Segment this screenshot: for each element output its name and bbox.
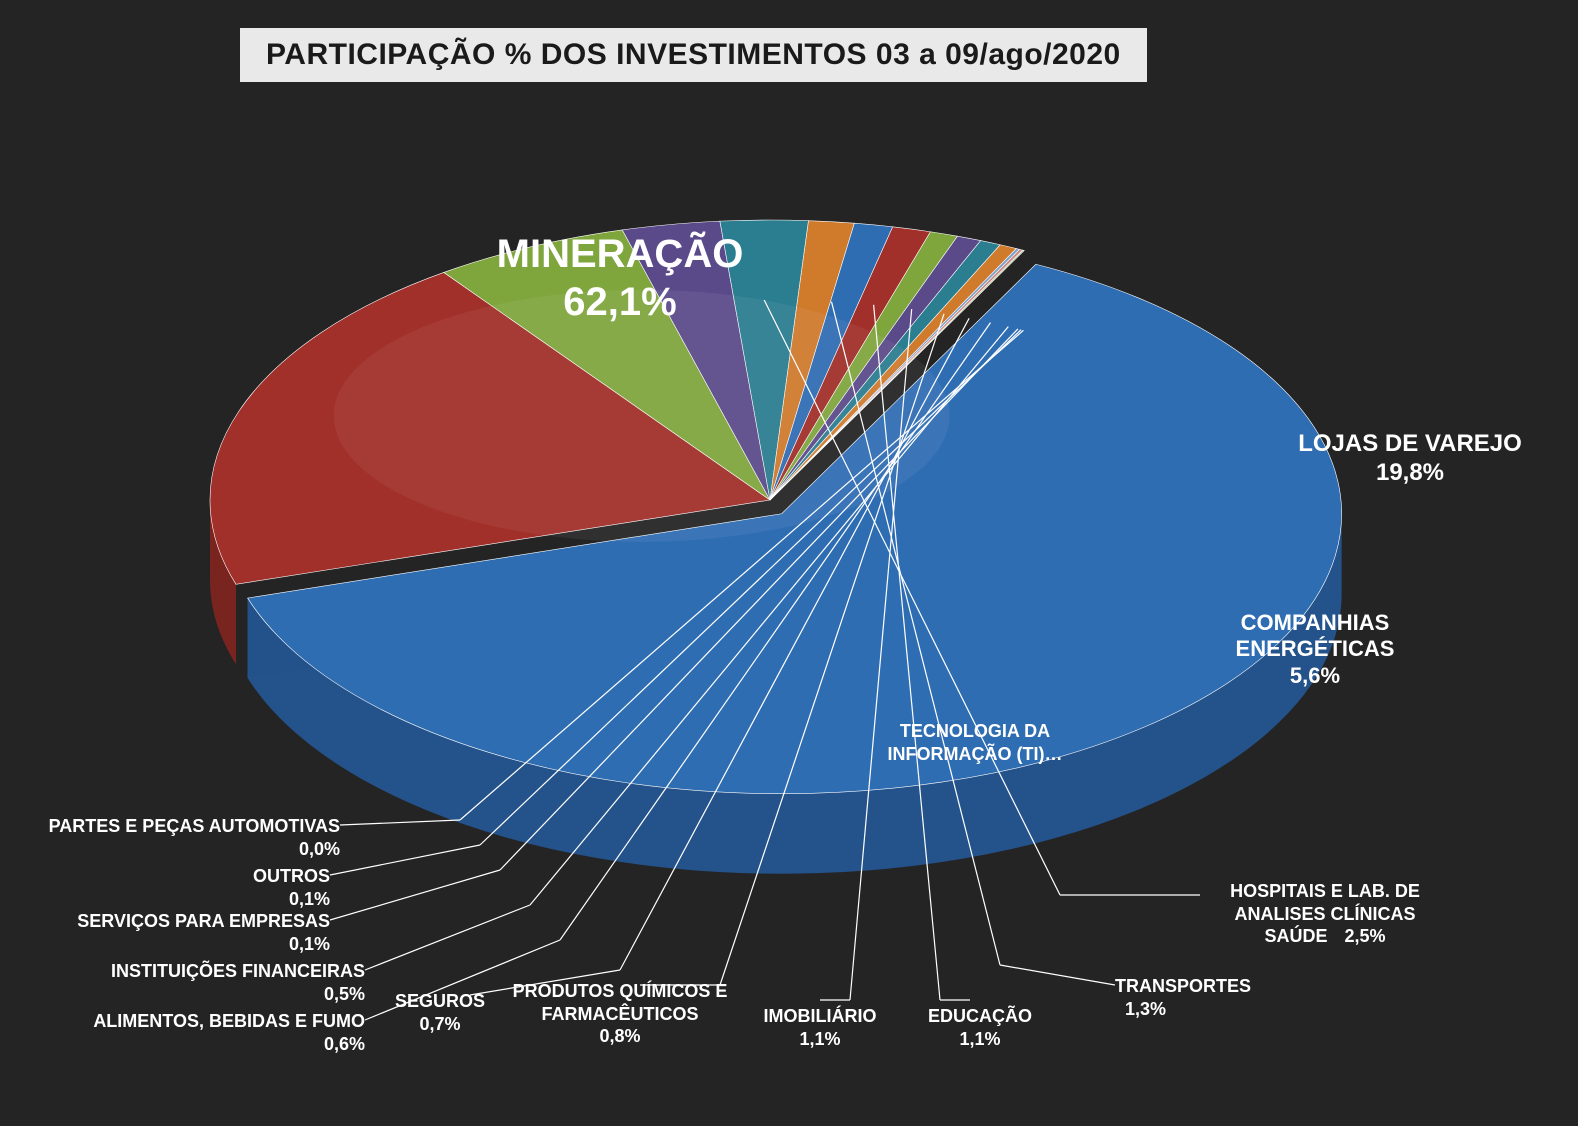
slice-label-lojas: LOJAS DE VAREJO 19,8% <box>1280 430 1540 488</box>
slice-label-text: TRANSPORTES <box>1115 976 1251 996</box>
slice-label-text: IMOBILIÁRIO <box>764 1006 877 1026</box>
slice-label-energeticas: COMPANHIAS ENERGÉTICAS 5,6% <box>1200 610 1430 689</box>
slice-label-seguros: SEGUROS 0,7% <box>380 990 500 1035</box>
slice-label-transportes: TRANSPORTES 1,3% <box>1115 975 1295 1020</box>
slice-label-text: EDUCAÇÃO <box>928 1006 1032 1026</box>
slice-label-text: INFORMAÇÃO (TI)… <box>888 744 1063 764</box>
slice-label-text: MINERAÇÃO <box>497 232 744 276</box>
slice-label-text: LOJAS DE VAREJO <box>1298 430 1522 457</box>
slice-label-hospitais: HOSPITAIS E LAB. DE ANALISES CLÍNICAS SA… <box>1200 880 1450 948</box>
slice-label-pct: 2,5% <box>1345 926 1386 946</box>
slice-label-pct: 0,0% <box>299 839 340 859</box>
slice-label-text: OUTROS <box>253 866 330 886</box>
slice-label-pct: 5,6% <box>1290 663 1340 688</box>
slice-label-outros: OUTROS 0,1% <box>130 865 330 910</box>
slice-label-mineracao: MINERAÇÃO 62,1% <box>420 230 820 326</box>
slice-label-imobiliario: IMOBILIÁRIO 1,1% <box>740 1005 900 1050</box>
slice-label-pct: 1,1% <box>799 1029 840 1049</box>
slice-label-pct: 1,1% <box>959 1029 1000 1049</box>
slice-label-text: SAÚDE <box>1264 926 1327 946</box>
slice-label-text: COMPANHIAS <box>1241 610 1390 635</box>
slice-label-servicos: SERVIÇOS PARA EMPRESAS 0,1% <box>30 910 330 955</box>
slice-label-pct: 0,8% <box>599 1026 640 1046</box>
slice-label-text: ANALISES CLÍNICAS <box>1234 904 1415 924</box>
slice-label-automotivas: PARTES E PEÇAS AUTOMOTIVAS 0,0% <box>10 815 340 860</box>
slice-label-text: INSTITUIÇÕES FINANCEIRAS <box>111 961 365 981</box>
slice-label-pct: 19,8% <box>1376 459 1444 486</box>
slice-label-text: HOSPITAIS E LAB. DE <box>1230 881 1420 901</box>
slice-label-pct: 62,1% <box>563 280 676 324</box>
slice-label-text: SERVIÇOS PARA EMPRESAS <box>77 911 330 931</box>
slice-label-pct: 0,1% <box>289 889 330 909</box>
slice-label-educacao: EDUCAÇÃO 1,1% <box>900 1005 1060 1050</box>
slice-label-pct: 0,7% <box>419 1014 460 1034</box>
pie-chart <box>0 0 1578 1126</box>
slice-label-text: SEGUROS <box>395 991 485 1011</box>
slice-label-text: ALIMENTOS, BEBIDAS E FUMO <box>93 1011 365 1031</box>
slice-label-ti: TECNOLOGIA DA INFORMAÇÃO (TI)… <box>860 720 1090 765</box>
slice-label-quimicos: PRODUTOS QUÍMICOS E FARMACÊUTICOS 0,8% <box>505 980 735 1048</box>
slice-label-text: TECNOLOGIA DA <box>900 721 1050 741</box>
slice-label-instituicoes: INSTITUIÇÕES FINANCEIRAS 0,5% <box>65 960 365 1005</box>
slice-label-alimentos: ALIMENTOS, BEBIDAS E FUMO 0,6% <box>55 1010 365 1055</box>
slice-label-text: PARTES E PEÇAS AUTOMOTIVAS <box>49 816 340 836</box>
slice-label-text: ENERGÉTICAS <box>1236 636 1395 661</box>
slice-label-pct: 0,5% <box>324 984 365 1004</box>
slice-label-pct: 0,6% <box>324 1034 365 1054</box>
slice-label-pct: 1,3% <box>1125 999 1166 1019</box>
slice-label-pct: 0,1% <box>289 934 330 954</box>
slice-label-text: FARMACÊUTICOS <box>542 1004 699 1024</box>
slice-label-text: PRODUTOS QUÍMICOS E <box>513 981 728 1001</box>
